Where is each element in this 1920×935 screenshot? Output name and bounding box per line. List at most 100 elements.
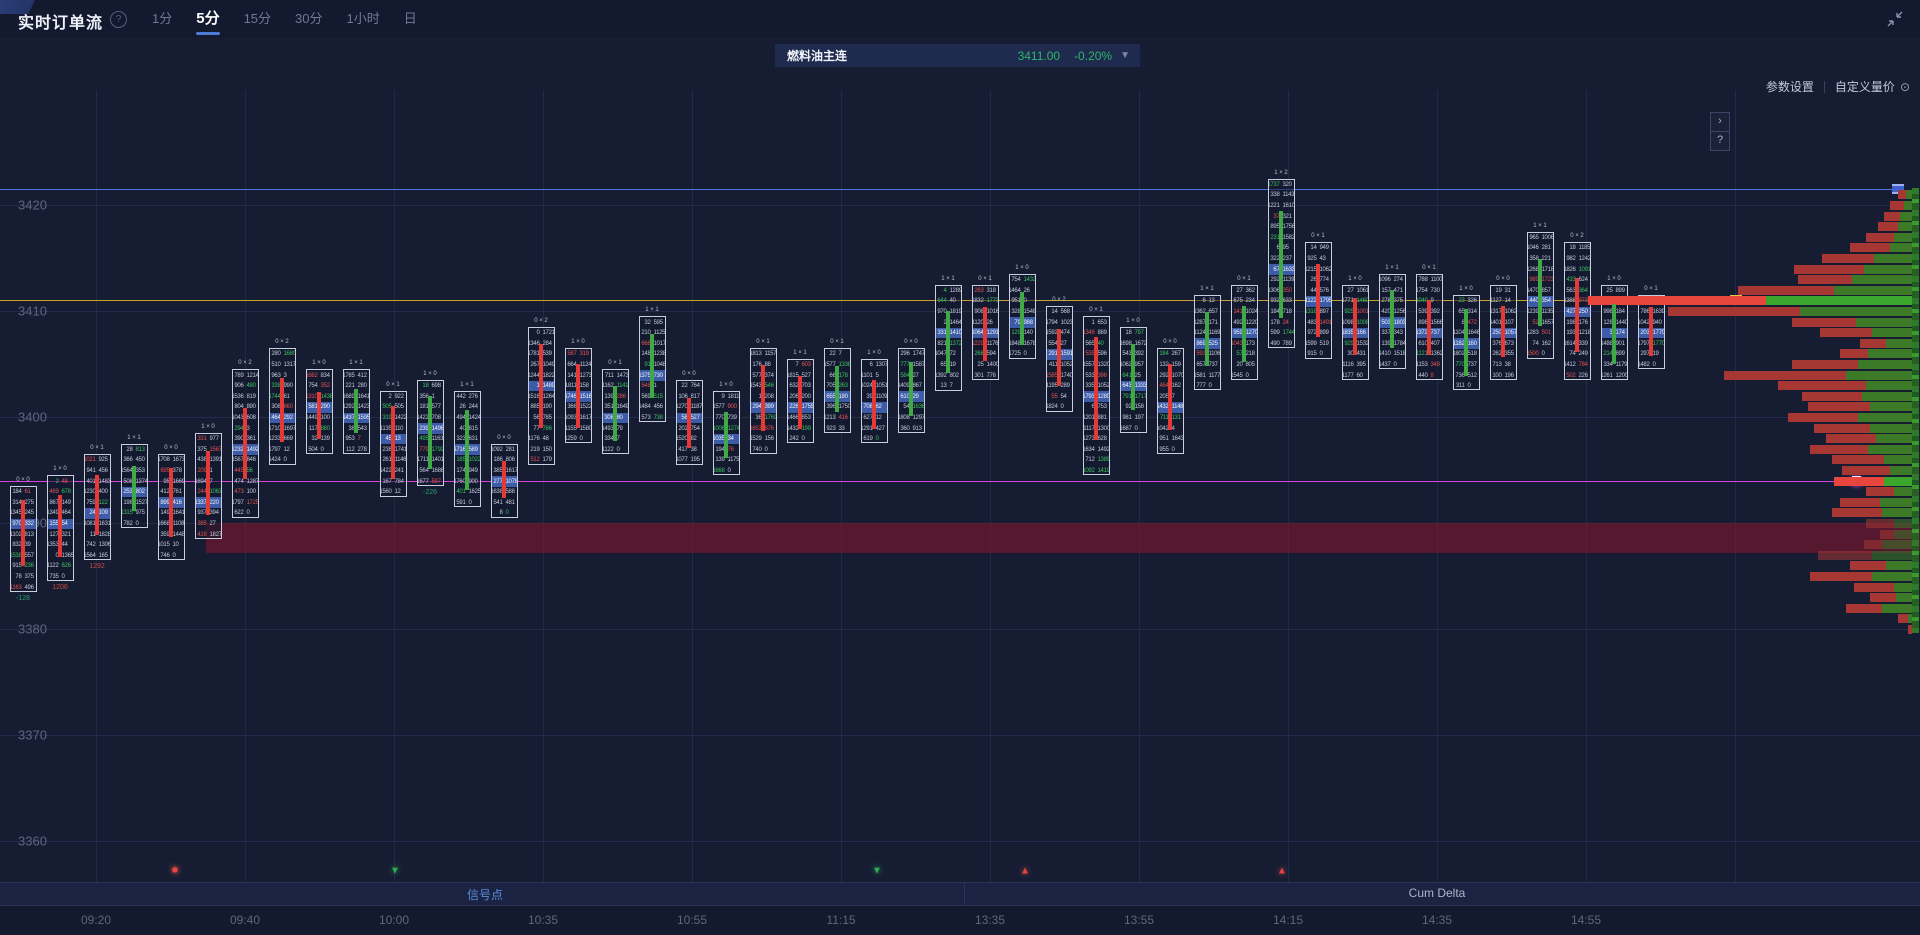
help-icon[interactable]: ? [110, 11, 127, 28]
footprint-candle[interactable]: 1 × 1 965 1006 1046 281 358 221 1268 1718 989 1723… [1526, 223, 1554, 359]
vertical-gridline [1437, 90, 1438, 883]
footprint-candle[interactable]: 1 × 0 18 797 1698 1672 543 392 1062 957 641 25 643 1… [1119, 318, 1147, 433]
orderflow-chart[interactable]: 34203410340033903380337033600 × 01846131… [0, 90, 1920, 883]
signal-marker-buy[interactable]: ▲ [1020, 865, 1030, 877]
tab-1分[interactable]: 1分 [152, 11, 173, 26]
footprint-candle[interactable]: 1 × 1 28 813 366 450 1564 353 508 1374 253 802 198 1… [120, 435, 148, 529]
time-axis[interactable]: 09:20 09:40 10:00 10:35 10:55 11:15 13:35 13:55… [0, 906, 1920, 935]
footprint-candle[interactable]: 1 × 0 6 1307 1101 5 1024 1051 39 1109 708 62 627 12 1… [860, 350, 888, 444]
tab-5分[interactable]: 5分 [184, 0, 231, 38]
footprint-candle[interactable]: 1 × 0 9 1811 1577 900 770 739 1006 1274 1035 34 194… [712, 382, 740, 476]
footprint-candle[interactable]: 1 × 0 331 977 375 1567 438 1391 209 1 1694 7 244 106… [194, 424, 222, 539]
footprint-candle[interactable]: 0 × 1 2 922 505 505 319 1422 1135 110 45 13 238 1741… [379, 382, 407, 497]
ask-volume-cell: 0 [1208, 383, 1212, 390]
footprint-candle[interactable]: 0 × 1 1021 925 941 456 401 1483 1230 400 759 122 24… [83, 445, 111, 570]
params-settings-button[interactable]: 参数设置 [1765, 80, 1814, 94]
ask-volume-cell: 416 [171, 497, 184, 509]
footprint-candle[interactable]: 0 × 0 1092 281 186 806 385 1617 277 1078 1638 588 5… [490, 435, 518, 518]
signal-marker-sell[interactable]: ▼ [872, 865, 882, 877]
ask-volume-cell: 82 [690, 436, 697, 443]
candle-row: 8 472 [1454, 317, 1479, 328]
footprint-candle[interactable]: 0 × 2 18 1185 982 1242 1826 1091 433 624 563 364 13… [1563, 233, 1591, 380]
sell-volume-bar [1818, 550, 1872, 560]
footprint-candle[interactable]: 1 × 0 2 48 469 678 867 149 1349 464 155 54 127 321 13… [46, 466, 74, 591]
footprint-candle[interactable]: 1 × 1 1785 412 221 280 1689 1641 1292 1423 1437 15… [342, 360, 370, 455]
tab-15分[interactable]: 15分 [243, 11, 272, 26]
bid-volume-cell: 366 [123, 457, 133, 464]
tab-日[interactable]: 日 [403, 11, 417, 26]
next-button[interactable]: › [1710, 112, 1730, 132]
ask-volume-cell: 784 [394, 478, 404, 485]
candle-row: 512 179 [529, 455, 554, 466]
footprint-candle[interactable]: 0 × 0 296 1747 777 1587 584 27 1409 867 610 29 54 16… [897, 339, 925, 433]
footprint-candle[interactable]: 1 × 0 1682 834 754 352 1310 1438 581 290 1449 100 1… [305, 360, 333, 455]
footprint-candle[interactable]: 1 × 1 442 276 26 244 494 1424 40 815 323 631 1716 58… [453, 382, 481, 508]
footprint-candle[interactable]: 1 × 2 1737 320 338 1143 1221 1610 37 321 895 1756 2… [1267, 170, 1295, 349]
footprint-candle[interactable]: 0 × 1 1 653 1346 889 565 40 535 596 1557 1320 533 39… [1082, 307, 1110, 476]
imbalance-header: 1 × 1 [941, 275, 955, 282]
ask-volume-cell: 1273 [579, 372, 591, 379]
ask-volume-cell: 332 [23, 518, 36, 530]
top-bar: 实时订单流 ? 1分 5分 15分 30分 1小时日 [0, 0, 1920, 38]
footprint-candle[interactable]: 1 × 1 4 1289 644 40 970 1819 2 1464 331 1410 821 137… [934, 276, 962, 391]
footprint-candle[interactable]: 1 × 0 23 326 65 314 8 472 1104 1646 1182 160 1802 51… [1452, 286, 1480, 391]
footprint-candle[interactable]: 0 × 0 184 267 132 159 292 1070 464 162 205 7 1432 11… [1156, 339, 1184, 455]
footprint-candle[interactable]: 1 × 0 587 319 664 1124 141 1273 1811 158 1746 1516… [564, 339, 592, 444]
bid-volume-cell: 58 [676, 412, 689, 424]
sell-volume-bar [1588, 296, 1766, 306]
footprint-candle[interactable]: 0 × 1 22 7 1577 1338 66 178 705 263 655 180 396 1750… [823, 339, 851, 433]
ask-volume-cell: 400 [98, 489, 108, 496]
ask-volume-cell: 54 [60, 518, 73, 530]
signal-marker-sell[interactable]: ▼ [390, 865, 400, 877]
sell-volume-bar [1832, 508, 1882, 518]
instrument-selector[interactable]: 燃料油主连 3411.00 -0.20% ▼ [775, 44, 1140, 67]
candle-row: 1797 12 [270, 444, 295, 455]
footprint-candle[interactable]: 0 × 1 788 1100 1754 730 1040 9 539 392 898 1566 137… [1415, 265, 1443, 380]
tab-30分[interactable]: 30分 [295, 11, 323, 26]
bid-volume-cell: 713 [1492, 361, 1502, 368]
footprint-candle[interactable]: 0 × 1 14 949 925 43 1215 1062 26 774 44 576 1122 179… [1304, 233, 1332, 359]
ask-volume-cell: 1587 [912, 361, 924, 368]
signal-marker-buy[interactable]: ▲ [1277, 865, 1287, 877]
cum-delta-label[interactable]: Cum Delta [1408, 886, 1466, 900]
footprint-candle[interactable]: 0 × 2 280 1680 510 1317 963 3 338 990 1744 61 308 66… [268, 339, 296, 465]
bid-volume-cell: 1163 [10, 584, 22, 591]
help-button[interactable]: ? [1710, 131, 1730, 151]
signal-panel [0, 882, 964, 906]
ask-volume-cell: 990 [283, 383, 293, 390]
candle-row: 1557 1320 [1084, 360, 1109, 371]
footprint-candle[interactable]: 0 × 1 1813 1157 176 88 577 374 1543 546 1 208 294 39… [749, 339, 777, 455]
ask-volume-cell: 0 [1652, 361, 1656, 368]
footprint-candle[interactable]: 0 × 2 14 568 1794 1023 1592 474 554 27 291 1591 411… [1045, 297, 1073, 412]
footprint-candle[interactable]: 1 × 1 1096 274 157 471 278 375 420 1256 503 1803 33… [1378, 265, 1406, 370]
ask-volume-cell: 88 [764, 361, 771, 368]
footprint-candle[interactable]: 0 × 1 263 318 1832 1773 908 1016 1120 26 1064 1291… [971, 276, 999, 380]
footprint-candle[interactable]: 1 × 0 754 1432 1464 26 951 0 328 1548 79 988 129 140… [1008, 265, 1036, 359]
signal-marker-sell[interactable]: ✸ [170, 865, 180, 877]
footprint-candle[interactable]: 0 × 0 19 31 1127 14 1317 1062 1401 107 250 1057 376… [1489, 276, 1517, 380]
footprint-candle[interactable]: 0 × 0 1708 1673 695 378 95 1669 412 761 899 416 149… [157, 445, 185, 561]
footprint-candle[interactable]: 0 × 2 789 1214 906 480 1536 819 804 890 1043 608 29… [231, 360, 259, 518]
footprint-candle[interactable]: 0 × 2 0 1721 1346 284 1781 539 267 1049 1244 1822 1… [527, 318, 555, 466]
collapse-icon[interactable] [1884, 8, 1906, 30]
footprint-candle[interactable]: 0 × 0 22 764 106 817 1270 1187 58 527 202 754 1520 8… [675, 371, 703, 465]
bid-volume-cell: 238 [382, 446, 392, 453]
custom-volume-button[interactable]: 自定义量价 [1834, 80, 1895, 94]
candle-row: 1634 1492 [1084, 444, 1109, 455]
footprint-candle[interactable]: 1 × 1 6 13 1362 657 1287 171 1124 1169 869 525 593 1… [1193, 286, 1221, 391]
delta-bar-up [1242, 306, 1246, 363]
bid-volume-cell: 982 [1566, 255, 1576, 262]
footprint-candle[interactable]: 0 × 1 27 362 675 234 141 1024 492 1220 959 1270 104… [1230, 276, 1258, 380]
candle-row: 91 1048 [640, 360, 664, 371]
footprint-candle[interactable]: 0 × 1 711 1473 1162 1141 139 286 351 1649 308 80 14… [601, 360, 629, 455]
footprint-candle[interactable]: 1 × 0 18 698 356 1 181 577 1422 708 239 1498 495 116… [416, 371, 444, 496]
signal-points-label[interactable]: 信号点 [466, 888, 504, 902]
footprint-candle[interactable]: 0 × 115054867861639104294020317701797177… [1637, 286, 1665, 370]
footprint-candle[interactable]: 1 × 1 32 595 210 1125 668 1017 148 1238 91 1048 137… [638, 307, 666, 423]
footprint-candle[interactable]: 1 × 1 7 603 1815 527 632 703 206 200 226 1755 1466 8… [786, 350, 814, 444]
tab-1小时[interactable]: 1小时 [346, 11, 380, 26]
footprint-candle[interactable]: 0 × 0 184 61 314 275 1345 245 970 332 1102 813 832 3… [9, 477, 37, 602]
footprint-candle[interactable]: 1 × 0 27 1061 1771 1460 925 1001 1098 1008 1835 16… [1341, 276, 1369, 380]
circle-dot-icon[interactable]: ⊙ [1899, 79, 1910, 94]
ask-volume-cell: 1109 [875, 393, 887, 400]
